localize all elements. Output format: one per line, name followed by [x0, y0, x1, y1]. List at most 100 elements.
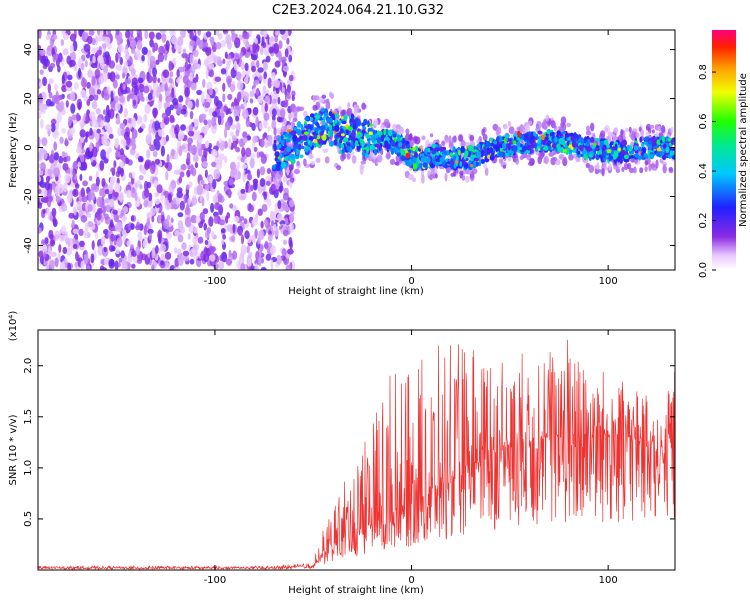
noise-cell [179, 200, 185, 211]
noise-cell [57, 65, 61, 73]
noise-cell [282, 229, 289, 237]
noise-cell [182, 48, 187, 54]
noise-cell [65, 247, 73, 256]
noise-cell [253, 43, 260, 53]
signal-cell [351, 129, 355, 138]
noise-cell [277, 96, 281, 105]
signal-cell [462, 160, 466, 166]
signal-cell [473, 145, 477, 150]
signal-cell [315, 114, 321, 120]
signal-cell [537, 139, 542, 145]
noise-cell [74, 183, 80, 189]
noise-cell [245, 147, 252, 158]
signal-cell [299, 154, 304, 158]
signal-halo [450, 172, 455, 177]
signal-halo [341, 152, 347, 160]
noise-cell [88, 30, 95, 36]
noise-cell [91, 240, 95, 251]
signal-halo [434, 167, 438, 175]
noise-cell [59, 100, 65, 111]
noise-cell [131, 142, 137, 150]
noise-cell [101, 43, 107, 49]
noise-cell [117, 262, 121, 268]
noise-cell [187, 100, 193, 110]
noise-cell [245, 117, 250, 128]
noise-cell [105, 150, 110, 159]
noise-cell [189, 145, 194, 154]
noise-cell [196, 89, 203, 96]
signal-cell [647, 143, 653, 150]
noise-cell [136, 258, 143, 264]
noise-cell [253, 182, 258, 191]
signal-cell [633, 145, 638, 151]
noise-cell [165, 170, 169, 181]
noise-cell [95, 121, 99, 129]
noise-cell [249, 158, 255, 169]
noise-cell [63, 33, 69, 41]
noise-cell [86, 212, 92, 218]
signal-halo [476, 139, 480, 144]
signal-cell [319, 131, 324, 136]
noise-cell [264, 240, 269, 250]
signal-cell [281, 161, 287, 169]
signal-cell [309, 141, 313, 148]
noise-cell [43, 196, 48, 204]
signal-cell [297, 143, 302, 151]
signal-cell [598, 150, 602, 155]
noise-cell [169, 71, 174, 78]
noise-cell [165, 134, 169, 142]
noise-cell [229, 203, 234, 209]
noise-cell [211, 123, 217, 134]
noise-cell [72, 169, 76, 178]
noise-cell [183, 194, 187, 204]
noise-cell [190, 214, 198, 224]
noise-cell [174, 257, 180, 268]
signal-cell [530, 149, 534, 154]
noise-cell [112, 209, 118, 215]
noise-cell [242, 91, 250, 102]
signal-cell [621, 140, 627, 146]
spectrogram-frame [37, 29, 676, 271]
noise-cell [286, 84, 291, 94]
noise-cell [284, 217, 289, 225]
noise-cell [41, 137, 48, 147]
noise-cell [240, 188, 246, 194]
noise-cell [155, 32, 162, 40]
colorbar: 0.0 0.2 0.4 0.6 0.8 Normalized spectral ampl… [698, 30, 749, 278]
signal-cell [431, 150, 437, 155]
signal-halo [414, 136, 421, 145]
signal-cell [483, 146, 487, 150]
noise-cell [178, 145, 183, 157]
noise-cell [177, 130, 185, 141]
noise-cell [217, 32, 223, 40]
noise-cell [184, 61, 189, 69]
noise-cell [261, 36, 265, 46]
noise-cell [210, 254, 216, 262]
noise-cell [184, 86, 191, 98]
noise-cell [69, 166, 73, 176]
noise-cell [228, 249, 232, 258]
noise-cell [92, 146, 98, 158]
noise-cell [211, 116, 217, 127]
noise-cell [196, 184, 203, 196]
noise-cell [130, 188, 137, 198]
noise-cell [39, 81, 43, 88]
signal-cell [352, 120, 356, 128]
noise-cell [73, 82, 79, 90]
noise-cell [117, 207, 121, 216]
noise-cell [130, 244, 134, 250]
noise-cell [119, 161, 125, 169]
noise-cell [102, 207, 106, 217]
noise-cell [275, 108, 282, 117]
signal-cell [312, 120, 316, 125]
noise-cell [78, 209, 83, 218]
signal-cell [412, 163, 417, 170]
noise-cell [203, 119, 208, 126]
signal-cell [671, 155, 675, 160]
noise-cell [46, 207, 51, 217]
noise-cell [263, 218, 268, 226]
noise-cell [173, 266, 181, 270]
noise-cell [287, 248, 294, 255]
noise-cell [147, 228, 154, 234]
noise-cell [288, 54, 293, 63]
